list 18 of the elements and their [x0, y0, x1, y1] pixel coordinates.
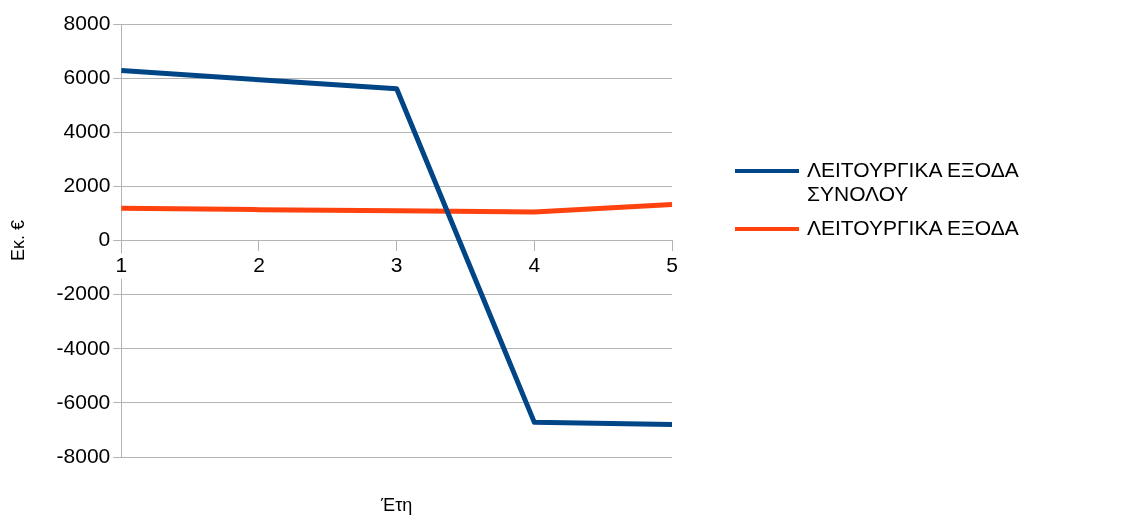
x-tick-label: 5 — [666, 252, 678, 276]
y-axis-title: Εκ. € — [7, 219, 28, 262]
y-tick-label: -8000 — [56, 443, 111, 467]
y-tick-label: 8000 — [63, 10, 111, 34]
legend-label: ΛΕΙΤΟΥΡΓΙΚΑ ΕΞΟΔΑ ΣΥΝΟΛΟΥ — [807, 158, 1020, 206]
x-axis-title: Έτη — [380, 494, 413, 515]
y-tick-label: -6000 — [56, 389, 111, 413]
y-tick-label: -4000 — [56, 335, 111, 359]
y-tick-label: -2000 — [56, 281, 111, 305]
x-tick-label: 4 — [528, 252, 541, 276]
y-tick-label: 6000 — [63, 64, 111, 88]
y-tick-label: 2000 — [63, 173, 111, 197]
x-tick-label: 3 — [390, 252, 403, 276]
y-tick-label: 0 — [98, 227, 111, 251]
y-tick-label: 4000 — [63, 119, 111, 143]
legend-label: ΛΕΙΤΟΥΡΓΙΚΑ ΕΞΟΔΑ — [807, 216, 1019, 240]
x-tick-label: 2 — [253, 252, 265, 276]
x-tick-label: 1 — [115, 252, 128, 276]
